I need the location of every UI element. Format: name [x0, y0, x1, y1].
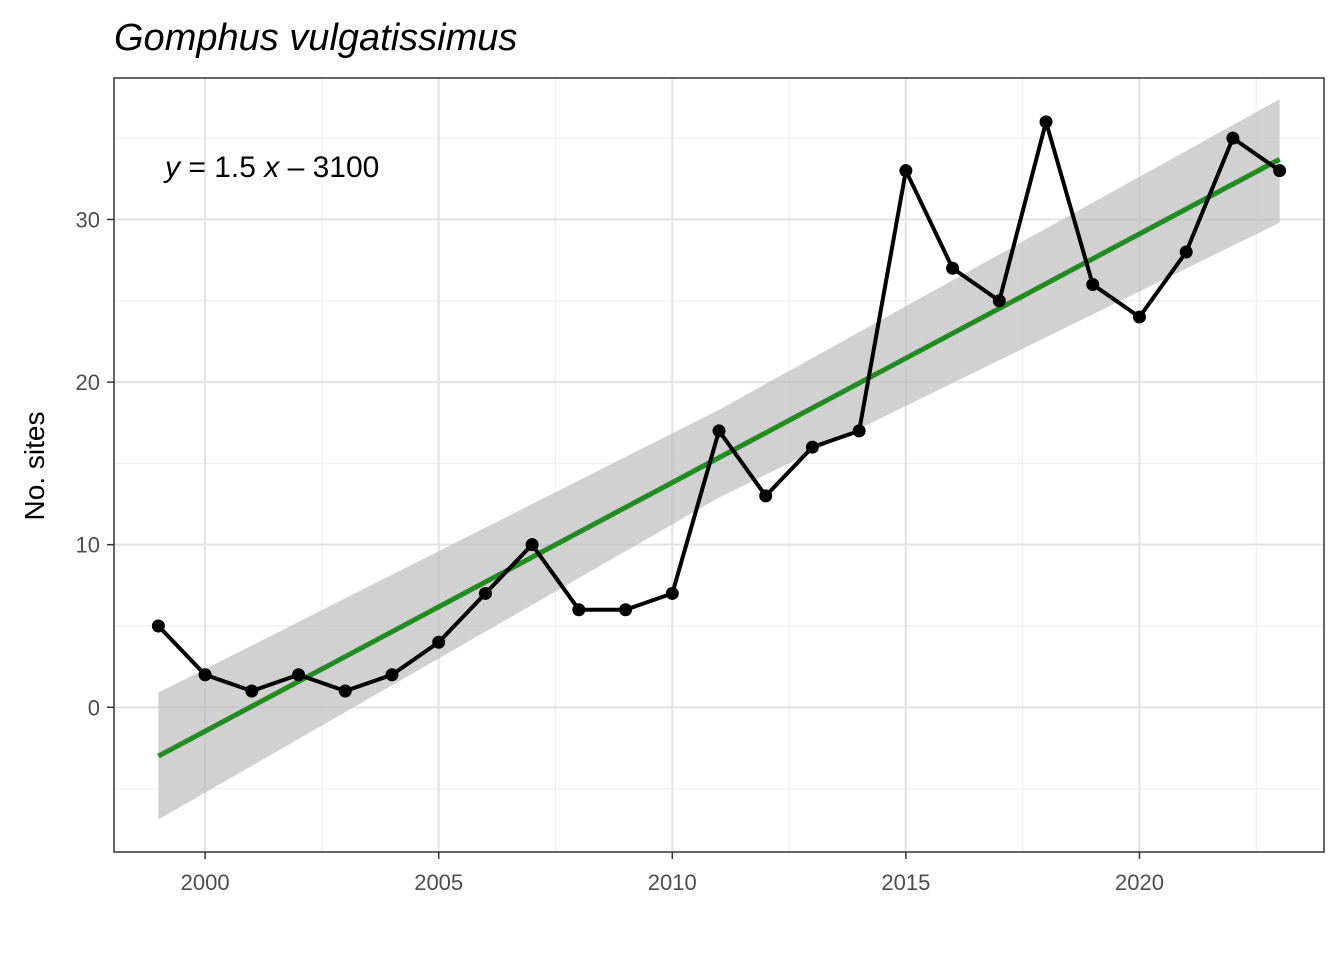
data-point	[852, 424, 866, 438]
data-point	[992, 294, 1006, 308]
data-point	[151, 619, 165, 633]
data-point	[525, 538, 539, 552]
data-point	[385, 668, 399, 682]
y-axis: 0 10 20 30	[76, 207, 114, 720]
y-tick-label: 0	[88, 695, 100, 720]
y-tick-label: 30	[76, 207, 100, 232]
data-point	[805, 440, 819, 454]
y-axis-title: No. sites	[19, 412, 50, 521]
data-point	[712, 424, 726, 438]
x-tick-label: 2005	[414, 870, 463, 895]
data-point	[665, 586, 679, 600]
plot-panel-border	[113, 77, 1325, 853]
equation-rest: – 3100	[279, 151, 379, 184]
data-point	[198, 668, 212, 682]
data-point	[1226, 131, 1240, 145]
x-tick-label: 2015	[881, 870, 930, 895]
data-point	[432, 635, 446, 649]
regression-equation: y = 1.5 x – 3100	[163, 151, 379, 184]
data-point	[946, 261, 960, 275]
chart-title: Gomphus vulgatissimus	[114, 17, 517, 59]
data-point	[899, 164, 913, 178]
data-point	[1179, 245, 1193, 259]
equation-y: y	[163, 151, 182, 184]
y-tick-label: 10	[76, 533, 100, 558]
data-point	[478, 586, 492, 600]
data-point	[1273, 164, 1287, 178]
series-layer	[151, 115, 1287, 698]
data-point	[619, 603, 633, 617]
equation-x: x	[262, 151, 280, 184]
data-point	[292, 668, 306, 682]
trend-line	[157, 157, 1281, 759]
data-point	[245, 684, 259, 698]
equation-mid: = 1.5	[180, 151, 264, 184]
x-tick-label: 2010	[648, 870, 697, 895]
data-point	[759, 489, 773, 503]
data-point	[338, 684, 352, 698]
trend-layer	[157, 157, 1281, 759]
data-point	[1039, 115, 1053, 129]
data-point	[572, 603, 586, 617]
x-axis: 2000 2005 2010 2015 2020	[181, 852, 1164, 895]
data-point	[1086, 278, 1100, 292]
x-tick-label: 2000	[181, 870, 230, 895]
data-point	[1132, 310, 1146, 324]
y-tick-label: 20	[76, 370, 100, 395]
x-tick-label: 2020	[1115, 870, 1164, 895]
